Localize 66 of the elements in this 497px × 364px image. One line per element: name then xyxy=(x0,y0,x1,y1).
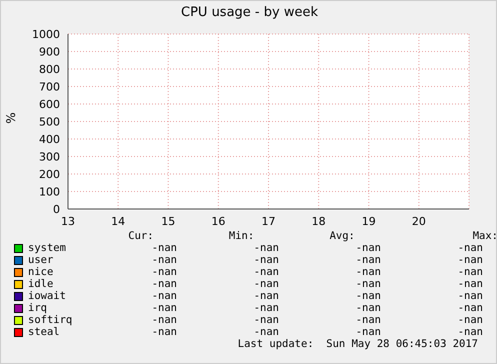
y-tick-label: 400 xyxy=(39,132,60,146)
text: -nan xyxy=(252,314,279,326)
text: -nan xyxy=(456,242,483,254)
text: -nan xyxy=(354,242,381,254)
text: -nan xyxy=(354,278,381,290)
text: Last update: Sun May 28 06:45:03 2017 xyxy=(236,338,479,350)
y-axis-title: % xyxy=(4,111,18,126)
text: -nan xyxy=(456,302,483,314)
text: -nan xyxy=(150,326,177,338)
y-tick-label: 1000 xyxy=(32,28,60,41)
text: -nan xyxy=(150,314,177,326)
y-tick-label: 300 xyxy=(39,150,60,164)
text: -nan xyxy=(252,266,279,278)
text: -nan xyxy=(354,314,381,326)
x-tick-label: 20 xyxy=(412,214,426,228)
x-tick-label: 15 xyxy=(161,214,176,228)
text: -nan xyxy=(252,254,279,266)
x-tick-label: 17 xyxy=(262,214,276,228)
y-tick-label: 700 xyxy=(39,80,60,94)
text: Min: xyxy=(228,230,256,242)
text: -nan xyxy=(150,242,177,254)
text: -nan xyxy=(456,266,483,278)
y-tick-label: 600 xyxy=(39,98,60,111)
text: -nan xyxy=(252,290,279,302)
text: Max: xyxy=(472,230,497,242)
x-tick-label: 18 xyxy=(312,214,326,228)
text: -nan xyxy=(456,278,483,290)
text: -nan xyxy=(150,302,177,314)
text: -nan xyxy=(150,290,177,302)
text: Cur: xyxy=(127,230,155,242)
text: -nan xyxy=(252,242,279,254)
legend-label: iowait xyxy=(28,290,66,302)
text: -nan xyxy=(150,254,177,266)
text: -nan xyxy=(150,266,177,278)
text: -nan xyxy=(354,302,381,314)
text: -nan xyxy=(252,278,279,290)
chart-title: CPU usage - by week xyxy=(180,5,319,20)
y-tick-label: 0 xyxy=(53,202,60,216)
y-tick-label: 200 xyxy=(39,168,60,181)
legend-label: nice xyxy=(28,266,54,278)
text: -nan xyxy=(456,290,483,302)
x-tick-label: 13 xyxy=(61,214,75,228)
y-tick-label: 500 xyxy=(39,115,60,128)
legend-label: system xyxy=(28,242,66,254)
y-tick-label: 800 xyxy=(39,62,60,76)
text: -nan xyxy=(456,254,483,266)
legend-label: user xyxy=(28,254,54,266)
text: -nan xyxy=(252,326,279,338)
text: -nan xyxy=(456,326,483,338)
legend-label: irq xyxy=(28,302,47,314)
legend-label: idle xyxy=(28,278,54,290)
text: -nan xyxy=(252,302,279,314)
text: -nan xyxy=(150,278,177,290)
legend-label: softirq xyxy=(28,314,72,326)
x-tick-label: 19 xyxy=(362,214,376,228)
text: -nan xyxy=(456,314,483,326)
text: -nan xyxy=(354,290,381,302)
text: Avg: xyxy=(328,230,356,242)
text: -nan xyxy=(354,254,381,266)
legend-label: steal xyxy=(28,326,60,338)
x-tick-label: 16 xyxy=(211,214,226,228)
text: -nan xyxy=(354,326,381,338)
y-tick-label: 900 xyxy=(39,45,60,58)
y-tick-label: 100 xyxy=(39,185,60,198)
text: -nan xyxy=(354,266,381,278)
x-tick-label: 14 xyxy=(111,214,126,228)
